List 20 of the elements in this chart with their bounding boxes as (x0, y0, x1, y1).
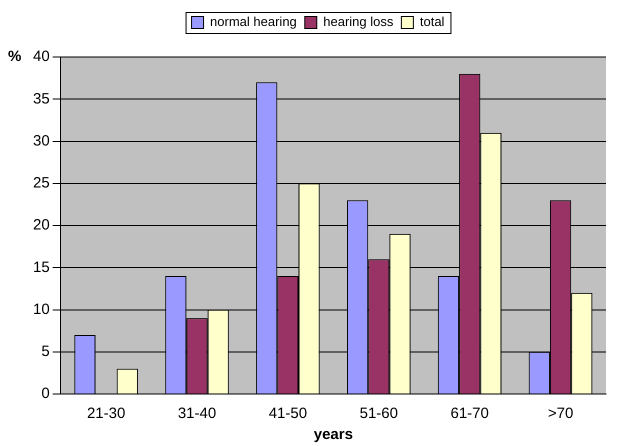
x-tick-label: 41-50 (268, 405, 308, 422)
y-tick-label: 0 (41, 385, 50, 402)
y-tick-label: 10 (32, 300, 50, 318)
x-tick-label: 31-40 (178, 405, 216, 422)
x-tick-label: 61-70 (450, 405, 489, 422)
x-axis-title: years (314, 426, 353, 444)
legend-label: normal hearing (210, 14, 297, 30)
x-tick-label: 51-60 (360, 405, 398, 422)
x-tick-label: >70 (548, 405, 574, 422)
legend-label: hearing loss (323, 14, 394, 30)
y-tick-label: 30 (32, 132, 50, 150)
y-tick-label: 20 (32, 216, 50, 234)
legend-label: total (420, 14, 445, 30)
y-tick-label: 5 (41, 343, 50, 360)
y-tick-label: 25 (32, 174, 50, 192)
y-axis-title: % (8, 48, 22, 66)
y-tick-label: 35 (32, 90, 50, 108)
y-tick-label: 40 (32, 48, 50, 66)
y-tick-label: 15 (32, 258, 50, 276)
x-tick-label: 21-30 (86, 405, 126, 422)
